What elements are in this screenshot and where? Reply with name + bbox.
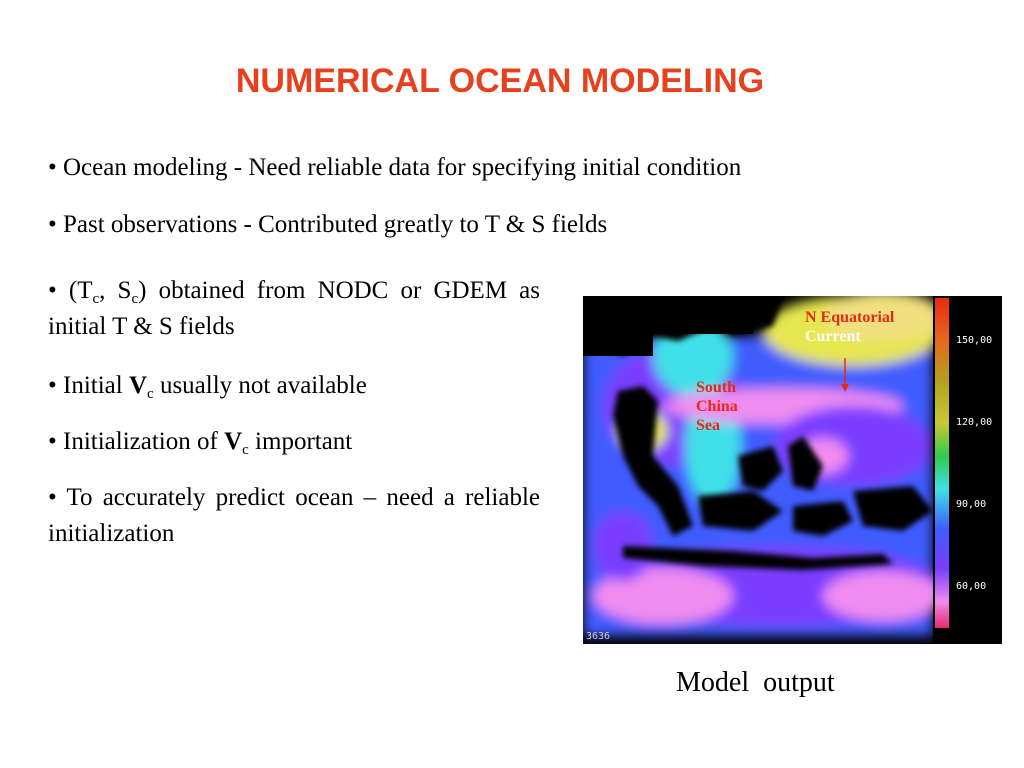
label-scs-line2: China <box>696 398 738 415</box>
scale-tick-90: 90,00 <box>956 499 986 510</box>
bullet-past-observations: • Past observations - Contributed greatl… <box>48 211 608 238</box>
ocean-model-image: 150,00 120,00 90,00 60,00 <box>583 296 1002 644</box>
bullet-ts-mid: , S <box>99 277 132 304</box>
scale-tick-60: 60,00 <box>956 581 986 592</box>
arrow-head-icon <box>841 384 849 392</box>
subscript-c: c <box>147 386 154 402</box>
label-scs-line3: Sea <box>696 417 720 434</box>
slide-title: NUMERICAL OCEAN MODELING <box>235 62 765 100</box>
bullet-initial-rest: usually not available <box>153 372 367 399</box>
scale-tick-150: 150,00 <box>956 335 992 346</box>
map-stamp: 3636 <box>586 631 611 642</box>
label-nec-line1: N Equatorial <box>805 309 895 326</box>
velocity-symbol: V <box>224 428 243 455</box>
label-n-equatorial-current: N Equatorial Current <box>805 308 894 346</box>
label-scs-line1: South <box>696 379 737 396</box>
bullet-initial-vc: • Initial Vc usually not available <box>48 368 540 404</box>
label-nec-line2: Current <box>805 328 861 345</box>
bullet-ts-fields: • (Tc, Sc) obtained from NODC or GDEM as… <box>48 273 540 345</box>
bullet-ocean-modeling: • Ocean modeling - Need reliable data fo… <box>48 154 742 181</box>
subscript-c: c <box>131 291 139 307</box>
bullet-initialization-rest: important <box>248 428 353 455</box>
bullet-ts-open: • (T <box>48 277 93 304</box>
scale-tick-120: 120,00 <box>956 417 992 428</box>
figure-caption: Model output <box>676 667 835 698</box>
bullet-initial-pre: • Initial <box>48 372 129 399</box>
subscript-c: c <box>92 291 100 307</box>
model-output-map: 150,00 120,00 90,00 60,00 N Equatorial C… <box>583 296 1002 644</box>
subscript-c: c <box>242 442 249 458</box>
label-south-china-sea: South China Sea <box>696 378 738 435</box>
bullet-initialization-pre: • Initialization of <box>48 428 225 455</box>
velocity-symbol: V <box>128 372 148 399</box>
bullet-ts-rest: ) obtained from NODC or GDEM as initial … <box>48 277 540 340</box>
color-scale-bar <box>935 298 949 628</box>
bullet-initialization: • Initialization of Vc important <box>48 424 540 460</box>
bullet-accurate-prediction: • To accurately predict ocean – need a r… <box>48 484 540 547</box>
